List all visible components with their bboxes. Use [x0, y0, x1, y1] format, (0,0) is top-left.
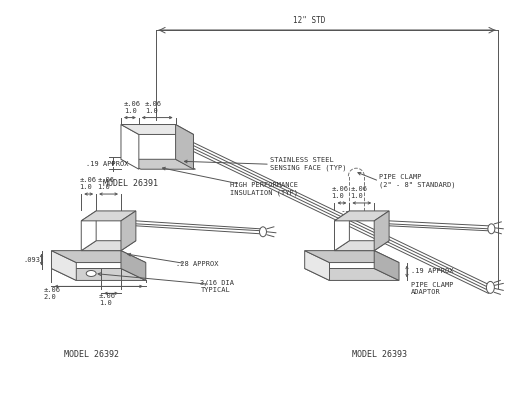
- Text: ±.06
1.0: ±.06 1.0: [99, 293, 116, 306]
- Ellipse shape: [488, 224, 495, 234]
- Text: ±.06
1.0: ±.06 1.0: [331, 186, 349, 199]
- Polygon shape: [305, 251, 329, 280]
- Polygon shape: [121, 124, 193, 134]
- Polygon shape: [305, 269, 399, 280]
- Text: .19 APPROX: .19 APPROX: [411, 269, 453, 275]
- Polygon shape: [52, 251, 76, 280]
- Text: MODEL 26391: MODEL 26391: [103, 179, 158, 188]
- Polygon shape: [121, 251, 146, 280]
- Text: ±.06
1.0: ±.06 1.0: [79, 177, 96, 190]
- Ellipse shape: [86, 271, 96, 277]
- Text: ±.06
1.0: ±.06 1.0: [124, 101, 141, 114]
- Text: ±.06
1.0: ±.06 1.0: [97, 177, 114, 190]
- Polygon shape: [334, 211, 350, 251]
- Polygon shape: [81, 211, 136, 221]
- Text: ±.06
1.0: ±.06 1.0: [145, 101, 162, 114]
- Polygon shape: [305, 251, 399, 263]
- Text: HIGH PERFORMANCE
INSULATION (TYP): HIGH PERFORMANCE INSULATION (TYP): [230, 182, 298, 196]
- Polygon shape: [121, 159, 195, 169]
- Polygon shape: [81, 211, 96, 251]
- Text: MODEL 26392: MODEL 26392: [64, 350, 119, 359]
- Polygon shape: [374, 211, 389, 251]
- Polygon shape: [81, 241, 136, 251]
- Polygon shape: [52, 251, 146, 263]
- Text: .19 APPROX: .19 APPROX: [86, 161, 129, 167]
- Polygon shape: [121, 211, 136, 251]
- Polygon shape: [334, 241, 389, 251]
- Text: STAINLESS STEEL
SENSING FACE (TYP): STAINLESS STEEL SENSING FACE (TYP): [270, 158, 346, 171]
- Ellipse shape: [487, 281, 494, 293]
- Text: PIPE CLAMP
(2" - 8" STANDARD): PIPE CLAMP (2" - 8" STANDARD): [379, 174, 456, 188]
- Text: 3/16 DIA
TYPICAL: 3/16 DIA TYPICAL: [201, 280, 234, 293]
- Polygon shape: [334, 211, 389, 221]
- Text: .093: .093: [23, 257, 41, 263]
- Text: MODEL 26393: MODEL 26393: [352, 350, 407, 359]
- Text: ±.06
1.0: ±.06 1.0: [350, 186, 367, 199]
- Polygon shape: [121, 124, 139, 169]
- Ellipse shape: [259, 227, 266, 237]
- Polygon shape: [176, 124, 193, 169]
- Text: 12" STD: 12" STD: [293, 16, 326, 25]
- Polygon shape: [52, 269, 146, 280]
- Text: .28 APPROX: .28 APPROX: [176, 261, 218, 267]
- Text: ±.06
2.0: ±.06 2.0: [44, 287, 60, 300]
- Text: PIPE CLAMP
ADAPTOR: PIPE CLAMP ADAPTOR: [411, 282, 453, 295]
- Polygon shape: [374, 251, 399, 280]
